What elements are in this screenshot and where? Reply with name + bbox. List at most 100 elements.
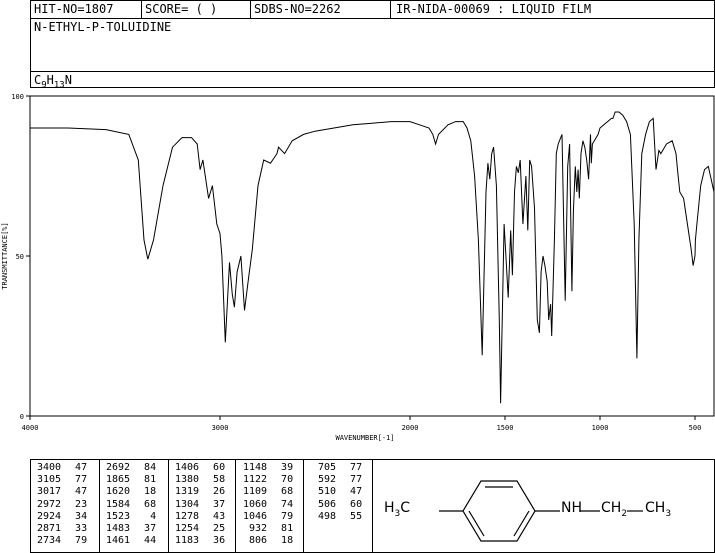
peak-col-sep-4	[303, 459, 304, 553]
peak-transmittance: 77	[350, 474, 363, 486]
peak-wavenumber: 3105	[37, 474, 62, 486]
peak-transmittance: 47	[75, 462, 88, 473]
header-divider	[30, 18, 715, 19]
molecular-formula: C9H13N	[34, 73, 72, 91]
ir-spectrum-chart: 4000 3000 2000 1500 1000 500 0 50 100 WAVENUMBE…	[1, 93, 715, 442]
peak-wavenumber: 510	[312, 486, 337, 498]
peak-wavenumber: 1406	[175, 462, 200, 473]
peak-entry: 1584 68	[106, 499, 156, 510]
peak-entry: 2734 79	[37, 535, 87, 546]
y-tick-label: 0	[20, 413, 24, 421]
y-tick-label: 50	[16, 253, 24, 261]
peak-transmittance: 25	[213, 523, 226, 534]
peak-wavenumber: 1183	[175, 535, 200, 547]
peak-transmittance: 43	[213, 510, 226, 522]
peak-wavenumber: 2924	[37, 510, 62, 522]
peak-transmittance: 60	[213, 462, 226, 473]
peak-entry: 1319 26	[175, 486, 225, 497]
benzene-ring	[462, 480, 536, 542]
methylene-label: CH2	[601, 500, 628, 519]
peak-transmittance: 37	[213, 498, 226, 510]
peak-entry: 510 47	[312, 486, 362, 497]
transmittance-series-line	[30, 111, 715, 404]
peak-col-sep-1	[99, 459, 100, 553]
peak-entry: 1304 37	[175, 499, 225, 510]
compound-name: N-ETHYL-P-TOLUIDINE	[34, 20, 172, 34]
peak-entry: 932 81	[243, 523, 293, 534]
formula-divider	[30, 71, 715, 72]
peak-transmittance: 18	[281, 535, 294, 547]
peak-wavenumber: 1148	[243, 462, 268, 473]
amine-label: NH	[561, 500, 582, 516]
peak-wavenumber: 1046	[243, 510, 268, 522]
peak-entry: 1483 37	[106, 523, 156, 534]
peak-transmittance: 77	[75, 474, 88, 486]
structure-diagram	[439, 480, 643, 542]
peak-wavenumber: 592	[312, 474, 337, 486]
peak-entry: 1406 60	[175, 462, 225, 473]
peak-wavenumber: 806	[243, 535, 268, 547]
peak-entry: 2871 33	[37, 523, 87, 534]
peak-wavenumber: 705	[312, 462, 337, 473]
header-sep-3	[390, 0, 391, 18]
peak-entry: 1148 39	[243, 462, 293, 473]
peak-entry: 1183 36	[175, 535, 225, 546]
peak-wavenumber: 1620	[106, 486, 131, 498]
peak-wavenumber: 1304	[175, 498, 200, 510]
peak-wavenumber: 1865	[106, 474, 131, 486]
peak-entry: 3017 47	[37, 486, 87, 497]
peak-entry: 1060 74	[243, 499, 293, 510]
peak-wavenumber: 2734	[37, 535, 62, 547]
peak-entry: 3105 77	[37, 474, 87, 485]
peak-transmittance: 58	[213, 474, 226, 486]
peak-wavenumber: 1060	[243, 498, 268, 510]
peak-transmittance: 74	[281, 498, 294, 510]
peak-entry: 1254 25	[175, 523, 225, 534]
x-tick-label: 500	[689, 424, 702, 432]
ir-identifier: IR-NIDA-00069 : LIQUID FILM	[396, 2, 592, 16]
peak-entry: 2972 23	[37, 499, 87, 510]
peak-transmittance: 4	[150, 510, 157, 522]
peak-entry: 2924 34	[37, 511, 87, 522]
peak-wavenumber: 3400	[37, 462, 62, 473]
peak-transmittance: 77	[350, 462, 363, 473]
x-tick-label: 1500	[497, 424, 514, 432]
peak-wavenumber: 1523	[106, 510, 131, 522]
peak-entry: 1122 70	[243, 474, 293, 485]
y-axis-label: TRANSMITTANCE[%]	[1, 222, 9, 289]
peak-transmittance: 34	[75, 510, 88, 522]
peak-entry: 1380 58	[175, 474, 225, 485]
header-sep-2	[250, 0, 251, 18]
peak-transmittance: 26	[213, 486, 226, 498]
peak-transmittance: 47	[75, 486, 88, 498]
peak-transmittance: 37	[144, 523, 157, 534]
peak-wavenumber: 1278	[175, 510, 200, 522]
header-sep-1	[141, 0, 142, 18]
peak-wavenumber: 2871	[37, 523, 62, 534]
peak-entry: 1865 81	[106, 474, 156, 485]
structure-sep	[372, 459, 373, 553]
peak-wavenumber: 506	[312, 498, 337, 510]
peak-entry: 3400 47	[37, 462, 87, 473]
peak-entry: 705 77	[312, 462, 362, 473]
peak-transmittance: 81	[144, 474, 157, 486]
y-tick-label: 100	[11, 93, 24, 101]
peak-wavenumber: 2692	[106, 462, 131, 473]
peak-entry: 1461 44	[106, 535, 156, 546]
peak-entry: 592 77	[312, 474, 362, 485]
x-tick-label: 4000	[22, 424, 39, 432]
peak-transmittance: 79	[75, 535, 88, 547]
score: SCORE= ( )	[145, 2, 218, 16]
sdbs-number: SDBS-NO=2262	[254, 2, 341, 16]
peak-transmittance: 44	[144, 535, 157, 547]
peak-wavenumber: 3017	[37, 486, 62, 498]
peak-transmittance: 81	[281, 523, 294, 534]
peak-entry: 498 55	[312, 511, 362, 522]
peak-wavenumber: 498	[312, 510, 337, 522]
peak-transmittance: 60	[350, 498, 363, 510]
peak-wavenumber: 1483	[106, 523, 131, 534]
peak-wavenumber: 932	[243, 523, 268, 534]
x-tick-label: 2000	[402, 424, 419, 432]
peak-transmittance: 84	[144, 462, 157, 473]
peak-wavenumber: 1461	[106, 535, 131, 547]
